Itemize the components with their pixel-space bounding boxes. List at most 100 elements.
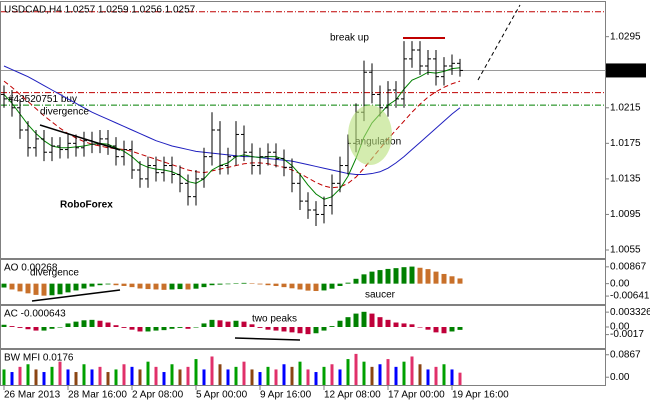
y-tick-label: 0.00867 — [610, 261, 647, 272]
histogram-bar — [105, 322, 111, 327]
histogram-bar — [177, 327, 183, 328]
histogram-bar — [321, 327, 327, 331]
histogram-bar — [25, 327, 31, 330]
histogram-bar — [241, 282, 247, 284]
histogram-bar — [185, 283, 191, 290]
histogram-bar — [105, 283, 111, 285]
mfi-bar — [290, 366, 294, 385]
histogram-bar — [81, 283, 87, 289]
histogram-bar — [329, 283, 335, 289]
mfi-bar — [306, 369, 310, 385]
mfi-bar — [402, 361, 406, 385]
histogram-bar — [265, 327, 271, 330]
mfi-bar — [370, 366, 374, 385]
x-tick-label: 28 Mar 16:00 — [68, 390, 127, 401]
mfi-bar — [122, 364, 126, 385]
histogram-bar — [169, 283, 175, 290]
histogram-bar — [361, 311, 367, 327]
forecast-line — [477, 4, 521, 81]
histogram-bar — [409, 266, 415, 284]
mfi-bar — [202, 369, 206, 385]
mfi-bar — [170, 364, 174, 385]
histogram-bar — [457, 327, 463, 330]
mfi-bar — [338, 369, 342, 385]
mfi-bar — [298, 361, 302, 385]
histogram-bar — [329, 326, 335, 327]
mfi-bar — [162, 372, 166, 385]
histogram-bar — [97, 320, 103, 327]
ao-divergence-line — [31, 289, 121, 302]
histogram-bar — [449, 327, 455, 332]
x-tick-label: 19 Apr 16:00 — [452, 390, 509, 401]
histogram-bar — [425, 327, 431, 330]
histogram-bar — [41, 283, 47, 296]
y-tick-label: 1.0175 — [610, 138, 641, 149]
histogram-bar — [441, 273, 447, 284]
mfi-bar — [362, 361, 366, 385]
watermark: RoboForex — [60, 200, 113, 211]
mfi-bar — [386, 359, 390, 385]
histogram-bar — [321, 283, 327, 291]
histogram-bar — [33, 283, 39, 295]
histogram-bar — [265, 283, 271, 286]
mfi-bar — [114, 369, 118, 385]
histogram-bar — [113, 283, 119, 286]
mfi-bar — [266, 366, 270, 385]
mfi-bar — [154, 366, 158, 385]
histogram-bar — [49, 283, 55, 296]
mfi-bar — [66, 369, 70, 385]
mfi-bar — [74, 372, 78, 385]
mfi-bar — [426, 369, 430, 385]
histogram-bar — [401, 267, 407, 284]
histogram-bar — [273, 327, 279, 331]
mfi-bar — [218, 364, 222, 385]
ao-panel-border — [0, 259, 606, 305]
histogram-bar — [449, 276, 455, 284]
mfi-bar — [322, 366, 326, 385]
histogram-bar — [161, 327, 167, 331]
histogram-bar — [49, 327, 55, 329]
y-tick-label: 0.00 — [610, 322, 630, 333]
histogram-bar — [233, 283, 239, 284]
mfi-bar — [242, 361, 246, 385]
current-price: 1.0257 — [610, 65, 641, 76]
histogram-bar — [57, 327, 63, 328]
histogram-bar — [313, 283, 319, 292]
histogram-bar — [257, 327, 263, 328]
histogram-bar — [25, 283, 31, 294]
y-tick-label: 0.003326 — [610, 307, 650, 318]
mfi-bar — [354, 353, 358, 385]
panel-title: AC -0.000643 — [4, 309, 66, 320]
moving-average — [3, 67, 461, 200]
moving-average — [3, 65, 461, 175]
x-tick-label: 17 Apr 00:00 — [388, 390, 445, 401]
mfi-bar — [130, 366, 134, 385]
y-tick-label: 1.0295 — [610, 31, 641, 42]
histogram-bar — [209, 283, 215, 286]
histogram-bar — [73, 283, 79, 291]
x-tick-label: 26 Mar 2013 — [4, 390, 61, 401]
mfi-bar — [106, 372, 110, 385]
histogram-bar — [385, 268, 391, 284]
mfi-bar — [314, 372, 318, 385]
mfi-bar — [50, 366, 54, 385]
histogram-bar — [369, 313, 375, 327]
histogram-bar — [153, 283, 159, 290]
histogram-bar — [257, 283, 263, 285]
mfi-bar — [178, 369, 182, 385]
histogram-bar — [201, 323, 207, 327]
histogram-bar — [201, 283, 207, 288]
histogram-bar — [249, 324, 255, 327]
y-tick-label: -0.00641 — [610, 291, 650, 302]
histogram-bar — [433, 327, 439, 333]
mfi-bar — [226, 369, 230, 385]
histogram-bar — [113, 325, 119, 327]
mfi-bar — [58, 361, 62, 385]
mfi-bar — [258, 372, 262, 385]
main-panel-border — [0, 1, 606, 259]
histogram-bar — [89, 283, 95, 287]
histogram-bar — [425, 269, 431, 284]
histogram-bar — [209, 319, 215, 327]
histogram-bar — [73, 321, 79, 327]
